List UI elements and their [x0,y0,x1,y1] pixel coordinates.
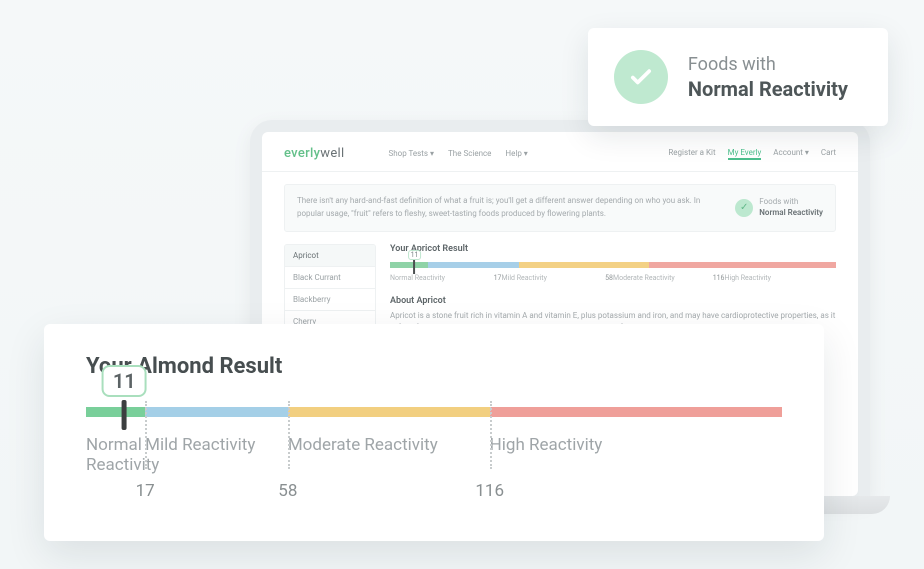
threshold-label: 17 [136,481,155,501]
nav-left: Shop Tests ▾ The Science Help ▾ [388,149,527,158]
scale-segment [490,407,782,417]
intro-badge-line1: Foods with [759,197,823,207]
brand-part-2: well [320,146,344,161]
mini-legend: Normal Reactivity 17Mild Reactivity 58Mo… [390,274,836,282]
callout-line1: Foods with [688,54,848,75]
mini-result-title: Your Apricot Result [390,244,836,254]
threshold-label: 116 [475,481,504,501]
legend-zone: High Reactivity [490,435,782,475]
nav-item[interactable]: Register a Kit [668,148,715,160]
nav-item[interactable]: Shop Tests ▾ [388,149,434,158]
food-list-item[interactable]: Apricot [285,245,375,267]
nav-item[interactable]: Cart [821,148,836,160]
food-list-item[interactable]: Black Currant [285,267,375,289]
nav-item[interactable]: The Science [448,149,491,158]
scale-divider [288,401,290,469]
legend-zone: Mild Reactivity [145,435,288,475]
reactivity-scale: 11 [86,407,782,417]
marker-tick-icon [122,400,127,430]
intro-badge-line2: Normal Reactivity [759,208,823,218]
callout-line2: Normal Reactivity [688,77,848,101]
nav-item[interactable]: My Everly [728,148,762,160]
result-value: 11 [102,365,147,397]
result-marker: 11 [102,365,147,430]
nav-item[interactable]: Help ▾ [505,149,527,158]
scale-thresholds: 17 58 116 [86,481,782,501]
result-card-title: Your Almond Result [86,354,782,379]
mini-scale: 11 [390,262,836,268]
brand-part-1: everly [284,146,320,161]
nav-item[interactable]: Account ▾ [773,148,809,160]
nav-right: Register a Kit My Everly Account ▾ Cart [668,148,836,160]
brand-logo: everlywell [284,146,344,161]
intro-text: There isn't any hard-and-fast definition… [297,195,719,221]
app-header: everlywell Shop Tests ▾ The Science Help ▾… [262,132,858,172]
scale-legend: Normal ReactivityMild ReactivityModerate… [86,435,782,475]
result-card: Your Almond Result 11 Normal ReactivityM… [44,324,824,541]
threshold-label: 58 [278,481,297,501]
food-list-item[interactable]: Blackberry [285,289,375,311]
intro-panel: There isn't any hard-and-fast definition… [284,184,836,232]
scale-segment [145,407,288,417]
legend-zone: Normal Reactivity [86,435,145,475]
reactivity-callout: Foods with Normal Reactivity [588,28,888,126]
scale-segment [288,407,490,417]
check-icon: ✓ [735,199,753,217]
mini-about-title: About Apricot [390,296,836,306]
intro-badge: ✓ Foods with Normal Reactivity [735,195,823,221]
check-icon [614,50,668,104]
legend-zone: Moderate Reactivity [288,435,490,475]
scale-divider [490,401,492,469]
